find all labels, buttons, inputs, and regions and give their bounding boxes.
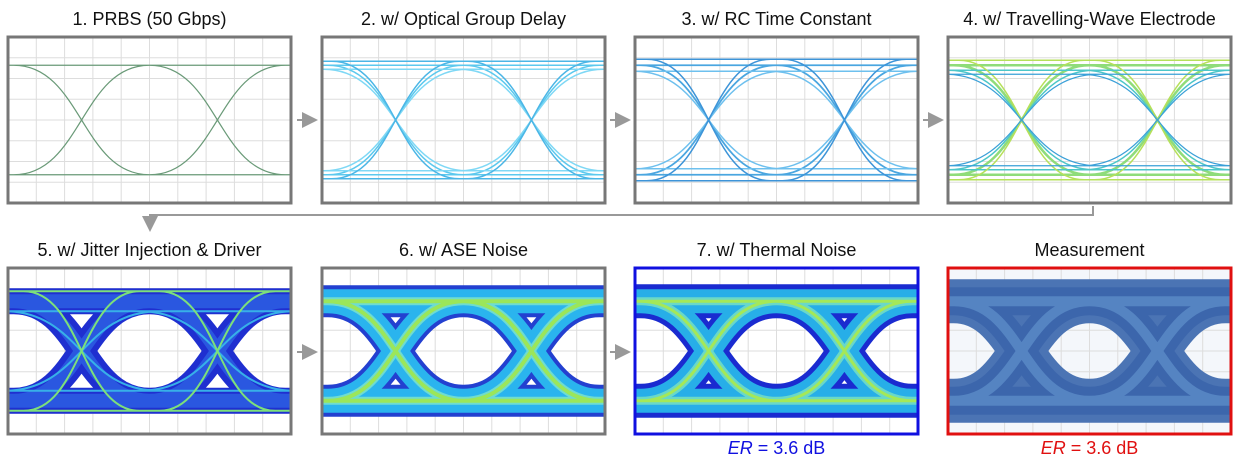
eye-traces	[948, 268, 1231, 434]
eye-panel: 5. w/ Jitter Injection & Driver	[4, 240, 296, 434]
figure: 1. PRBS (50 Gbps) 2. w/ Optical Group Del…	[0, 0, 1248, 459]
panel-title: 5. w/ Jitter Injection & Driver	[37, 240, 261, 260]
panel-title: 3. w/ RC Time Constant	[681, 9, 871, 29]
panel-title: 2. w/ Optical Group Delay	[361, 9, 566, 29]
eye-panel: Measurement ER= 3.6 dB	[948, 240, 1231, 458]
eye-panel: 6. w/ ASE Noise	[322, 240, 605, 434]
panel-title: Measurement	[1034, 240, 1144, 260]
er-symbol: ER	[1041, 438, 1066, 458]
er-symbol: ER	[728, 438, 753, 458]
eye-panel: 2. w/ Optical Group Delay	[322, 9, 605, 203]
eye-traces	[4, 268, 296, 434]
panel-title: 4. w/ Travelling-Wave Electrode	[963, 9, 1215, 29]
eye-traces	[635, 268, 918, 434]
panel-title: 6. w/ ASE Noise	[399, 240, 528, 260]
er-value: = 3.6 dB	[758, 438, 826, 458]
er-label: ER= 3.6 dB	[728, 438, 826, 458]
eye-panel: 4. w/ Travelling-Wave Electrode	[945, 9, 1235, 203]
er-label: ER= 3.6 dB	[1041, 438, 1139, 458]
eye-traces	[322, 37, 605, 203]
arrow	[150, 206, 1093, 228]
er-value: = 3.6 dB	[1071, 438, 1139, 458]
panel-title: 7. w/ Thermal Noise	[697, 240, 857, 260]
eye-panel: 1. PRBS (50 Gbps)	[8, 9, 291, 203]
eye-panel: 7. w/ Thermal Noise ER= 3.6 dB	[635, 240, 918, 458]
eye-traces	[322, 268, 605, 434]
panel-title: 1. PRBS (50 Gbps)	[72, 9, 226, 29]
eye-panel: 3. w/ RC Time Constant	[635, 9, 919, 203]
